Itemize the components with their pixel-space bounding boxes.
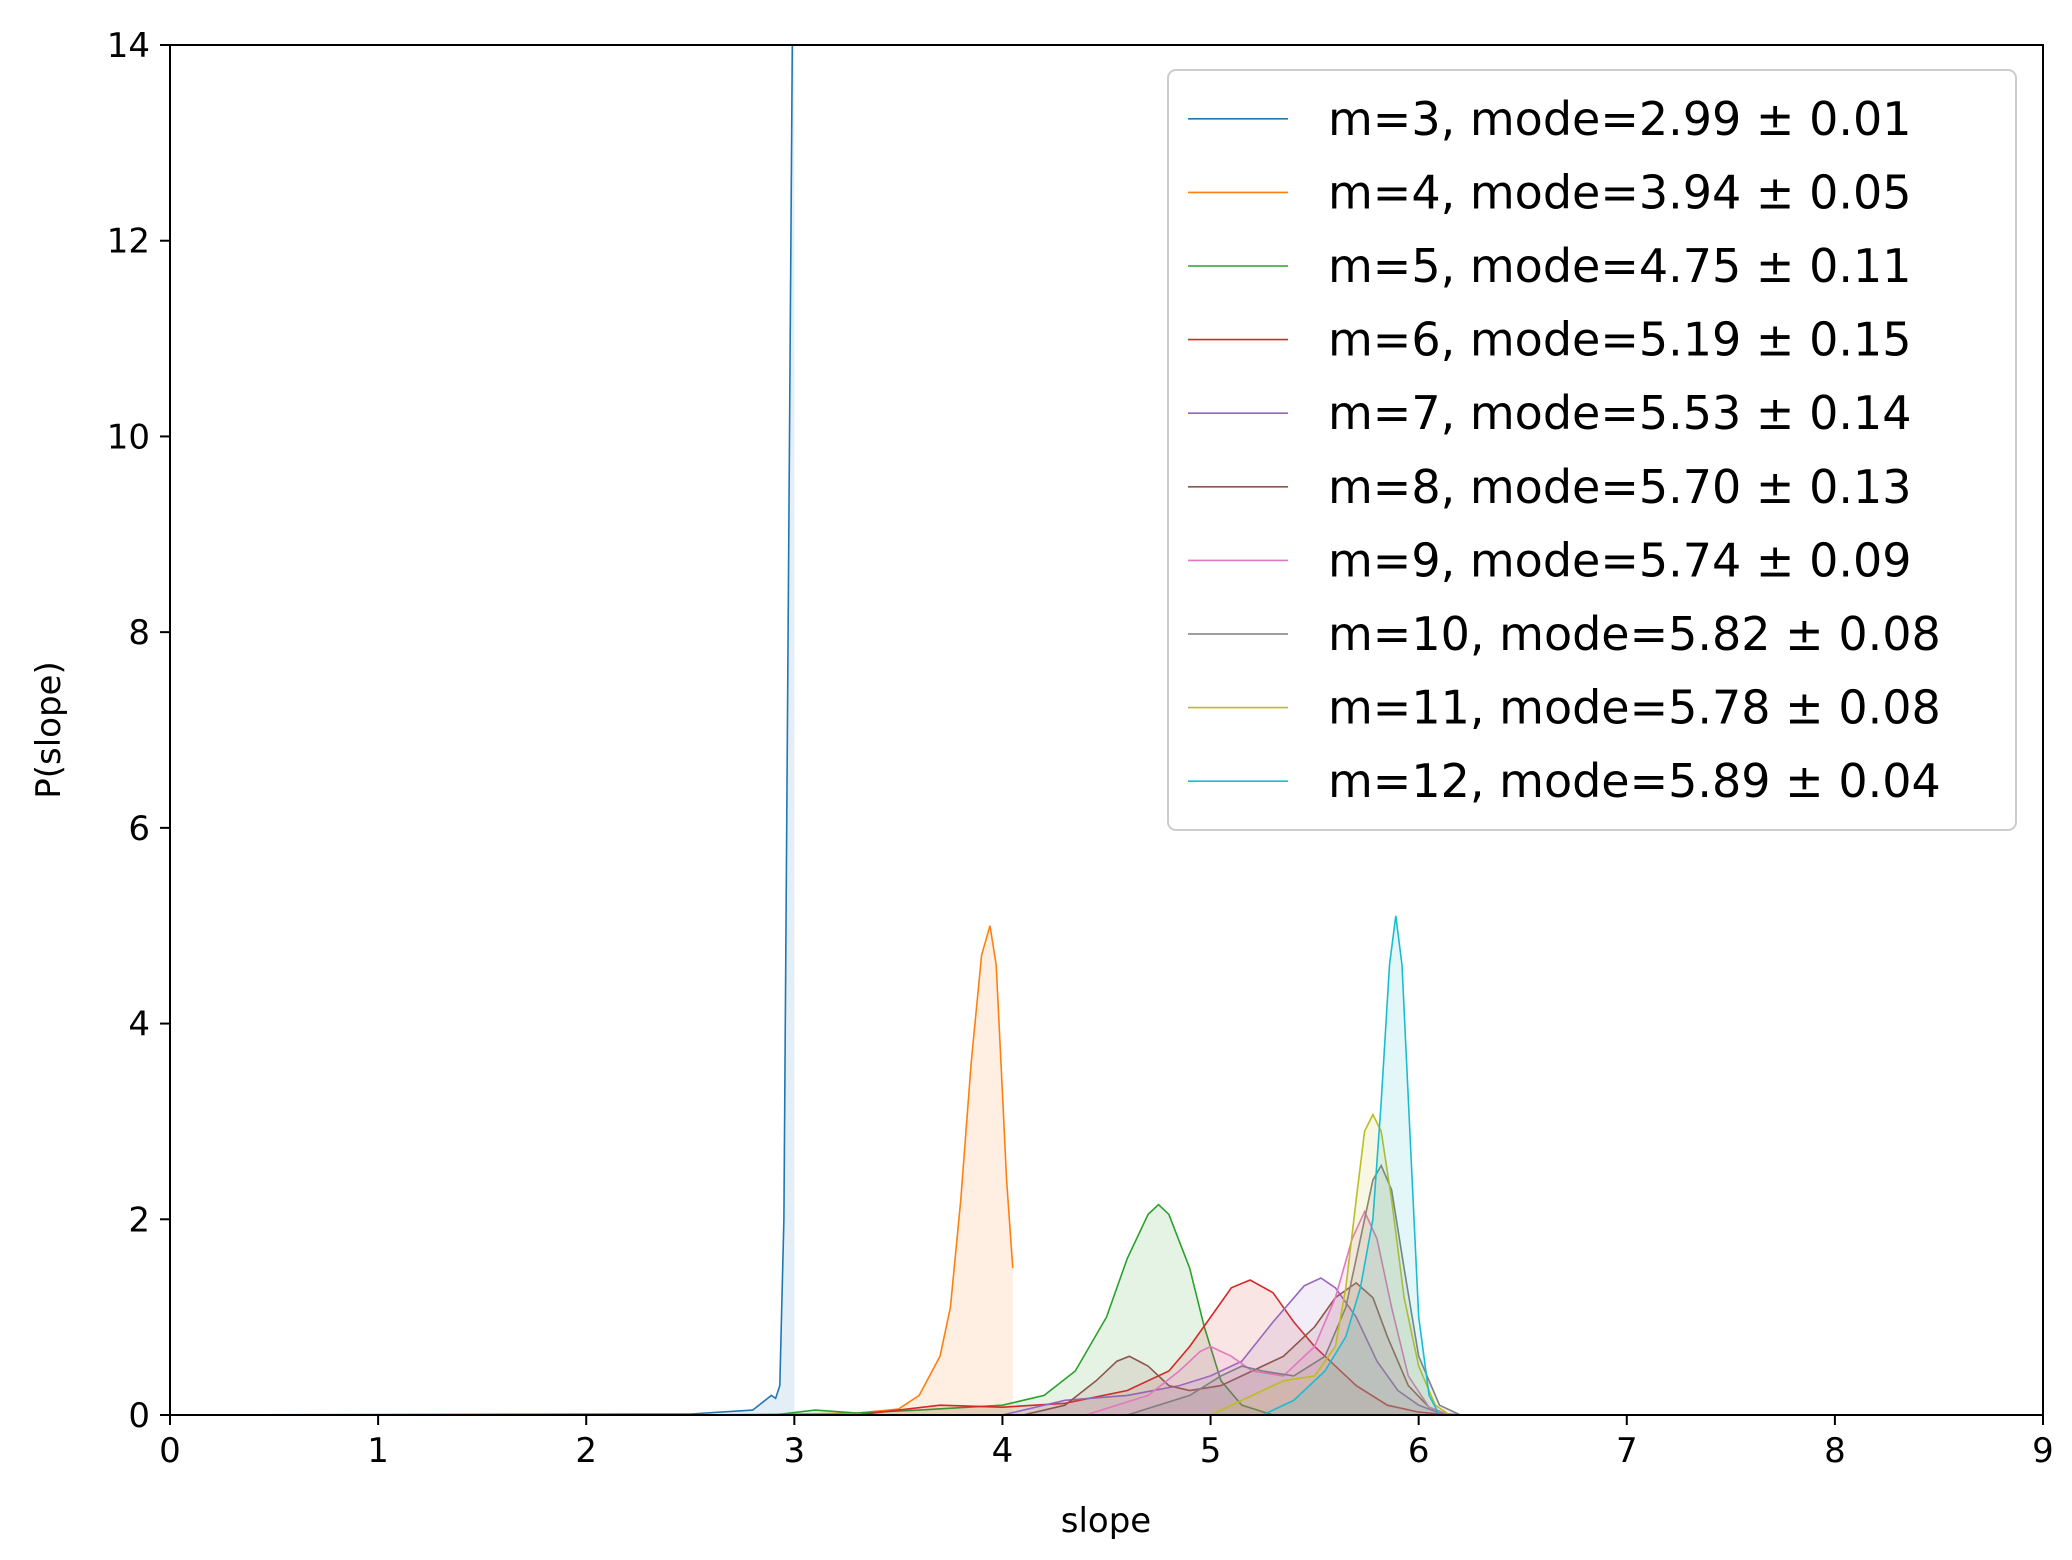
legend: m=3, mode=2.99 ± 0.01 m=4, mode=3.94 ± 0.… [1167, 69, 2017, 831]
legend-label-6: m=9, mode=5.74 ± 0.09 [1328, 533, 1912, 587]
x-axis-label: slope [1061, 1501, 1151, 1541]
series-line-0 [169, 44, 795, 1416]
series-fill-3 [856, 1280, 1461, 1415]
series-fill-5 [1023, 1282, 1450, 1415]
y-tick-label: 6 [128, 809, 150, 849]
x-axis: 0 1 2 3 4 5 6 7 8 9 [159, 1415, 2054, 1471]
series-line-6 [1085, 1209, 1451, 1416]
y-tick-label: 4 [128, 1005, 150, 1045]
legend-label-7: m=10, mode=5.82 ± 0.08 [1328, 607, 1941, 661]
series-line-9 [1262, 915, 1441, 1416]
legend-box [1167, 69, 2017, 831]
x-tick-label: 9 [2032, 1431, 2054, 1471]
y-tick-label: 12 [107, 222, 150, 262]
x-tick-label: 4 [992, 1431, 1014, 1471]
y-tick-label: 0 [128, 1396, 150, 1436]
series-line-7 [1127, 1163, 1461, 1416]
x-tick-label: 2 [575, 1431, 597, 1471]
legend-label-1: m=4, mode=3.94 ± 0.05 [1328, 165, 1912, 219]
y-tick-label: 2 [128, 1200, 150, 1240]
legend-label-0: m=3, mode=2.99 ± 0.01 [1328, 92, 1912, 146]
plot-frame [169, 44, 2044, 1416]
y-axis-label: P(slope) [29, 661, 69, 799]
y-tick-label: 10 [107, 417, 150, 457]
legend-label-5: m=8, mode=5.70 ± 0.13 [1328, 460, 1912, 514]
x-tick-label: 6 [1408, 1431, 1430, 1471]
x-tick-label: 8 [1824, 1431, 1846, 1471]
y-tick-label: 8 [128, 613, 150, 653]
series-fill-6 [1085, 1211, 1450, 1415]
series-fill-7 [1127, 1165, 1461, 1415]
legend-label-9: m=12, mode=5.89 ± 0.04 [1328, 754, 1941, 808]
x-tick-label: 0 [159, 1431, 181, 1471]
x-tick-label: 5 [1200, 1431, 1222, 1471]
series-line-8 [1210, 1112, 1451, 1416]
legend-label-8: m=11, mode=5.78 ± 0.08 [1328, 681, 1941, 735]
legend-label-4: m=7, mode=5.53 ± 0.14 [1328, 386, 1912, 440]
series-fill-9 [1262, 915, 1440, 1415]
series-fill-2 [773, 1204, 1273, 1415]
x-tick-label: 7 [1616, 1431, 1638, 1471]
y-tick-label: 14 [107, 26, 150, 66]
legend-label-2: m=5, mode=4.75 ± 0.11 [1328, 239, 1912, 293]
series-fill-4 [1002, 1278, 1461, 1415]
series-layer [169, 44, 1461, 1416]
series-line-3 [856, 1279, 1461, 1416]
y-axis: 0 2 4 6 8 10 12 14 [107, 26, 170, 1436]
x-tick-label: 1 [367, 1431, 389, 1471]
x-tick-label: 3 [784, 1431, 806, 1471]
series-line-2 [773, 1203, 1274, 1416]
legend-label-3: m=6, mode=5.19 ± 0.15 [1328, 313, 1912, 367]
series-fill-1 [690, 925, 1013, 1415]
